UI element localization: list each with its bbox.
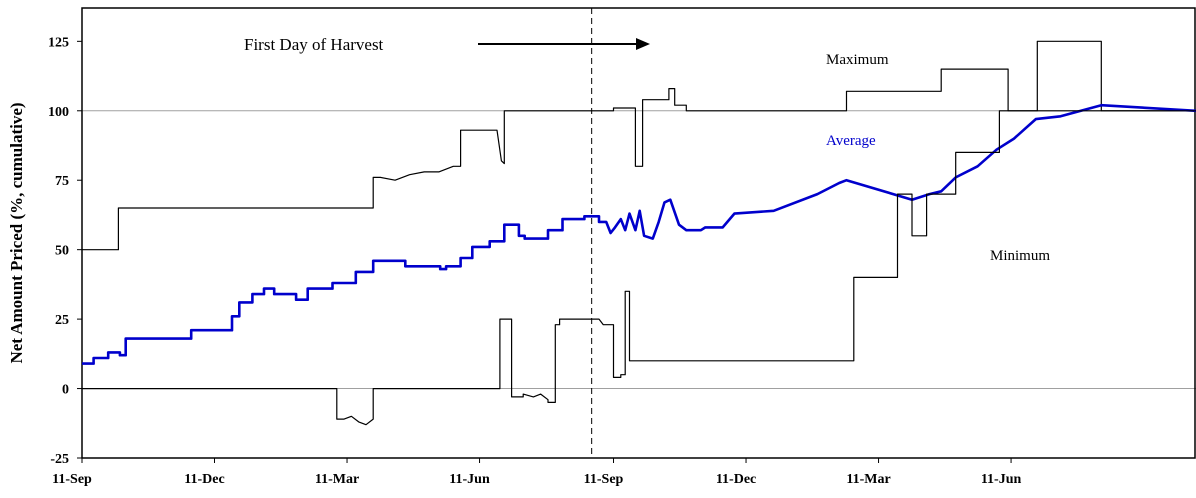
series-line-maximum (82, 40, 1196, 251)
x-tick-label: 11-Jun (449, 472, 490, 487)
x-tick-label: 11-Mar (315, 472, 359, 487)
x-tick-label: 11-Dec (716, 472, 756, 487)
x-tick-label: 11-Sep (584, 472, 624, 487)
y-tick-label: 125 (48, 35, 69, 50)
y-tick-label: 25 (55, 313, 69, 328)
arrow-head (636, 38, 650, 50)
harvest-annotation: First Day of Harvest (244, 35, 384, 54)
series-line-minimum (82, 110, 1196, 426)
y-tick-label: 75 (55, 174, 69, 189)
y-tick-label: 50 (55, 244, 69, 259)
x-tick-label: 11-Mar (846, 472, 890, 487)
maximum-label: Maximum (826, 52, 889, 68)
y-tick-label: 0 (62, 383, 69, 398)
plot-area-frame (81, 7, 1196, 459)
x-tick-label: 11-Dec (184, 472, 224, 487)
average-label: Average (826, 133, 876, 149)
y-tick-label: 100 (48, 105, 69, 120)
x-tick-label: 11-Jun (981, 472, 1022, 487)
y-axis-title: Net Amount Priced (%, cumulative) (7, 102, 26, 363)
y-tick-label: -25 (50, 452, 69, 467)
arrow-icon (478, 38, 650, 50)
series-line-average (82, 103, 1196, 365)
x-tick-label: 11-Sep (52, 472, 92, 487)
minimum-label: Minimum (990, 248, 1050, 264)
y-axis: -25 0 25 50 75 100 125 (48, 35, 82, 467)
series-lines (82, 40, 1196, 426)
x-axis: 11-Sep 11-Dec 11-Mar 11-Jun 11-Sep 11-Dec 11-M… (52, 458, 1022, 487)
